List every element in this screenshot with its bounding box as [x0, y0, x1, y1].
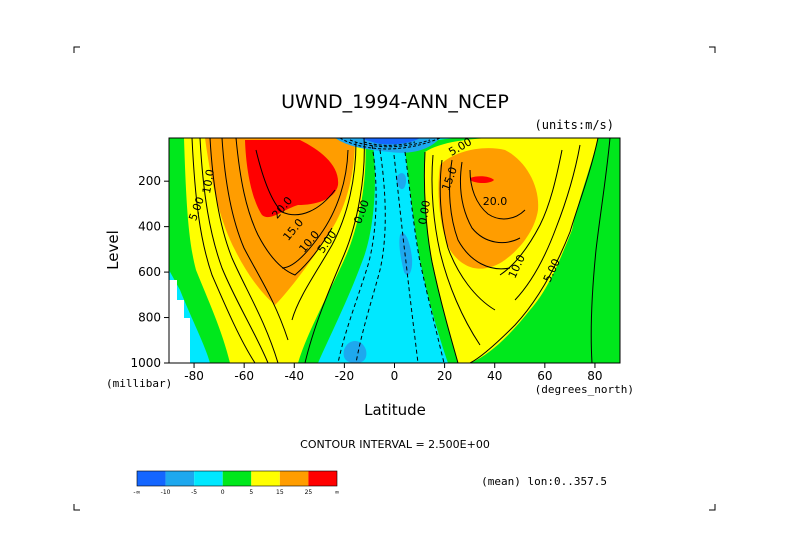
contour-interval: CONTOUR INTERVAL = 2.500E+00	[300, 438, 490, 451]
colorbar-tick-label: ∞	[335, 489, 340, 496]
x-tick-label: 80	[587, 369, 602, 383]
x-tick-label: -20	[335, 369, 355, 383]
y-tick-label: 200	[138, 174, 161, 188]
colorbar: -∞ -10 -5 0 5 15 25 ∞	[133, 470, 340, 496]
y-tick-label: 600	[138, 265, 161, 279]
x-tick-label: -80	[184, 369, 204, 383]
colorbar-swatch	[194, 471, 223, 486]
contour-label: 10.0	[200, 168, 217, 194]
colorbar-swatch	[165, 471, 195, 486]
contour-plot	[169, 138, 620, 363]
y-tick-label: 800	[138, 311, 161, 325]
band-max-region-sh	[245, 140, 339, 218]
x-axis-units: (degrees_north)	[535, 383, 634, 396]
colorbar-tick-label: 5	[249, 489, 253, 496]
contour-lines	[191, 138, 611, 363]
colorbar-frame	[136, 470, 338, 487]
x-axis-title: Latitude	[364, 401, 426, 419]
colorbar-tick-label: -∞	[133, 489, 140, 496]
colorbar-swatch	[279, 471, 309, 486]
colorbar-swatch	[222, 471, 252, 486]
corner-marks	[73, 46, 716, 511]
x-axis: -80 -60 -40 -20 0 20 40 60 80	[184, 363, 603, 383]
x-tick-label: -60	[234, 369, 254, 383]
y-axis-title: Level	[104, 230, 122, 270]
x-tick-label: 0	[391, 369, 399, 383]
band-25-region-nh	[438, 148, 539, 269]
chart-title: UWND_1994-ANN_NCEP	[281, 91, 509, 113]
colorbar-swatch	[137, 471, 166, 486]
y-tick-label: 400	[138, 220, 161, 234]
x-tick-label: 20	[437, 369, 452, 383]
colorbar-tick-label: 15	[276, 489, 284, 496]
contour-label: 20.0	[483, 195, 508, 208]
band-neg-blob2	[399, 232, 413, 276]
band-max-region-nh	[470, 176, 494, 183]
colorbar-swatch	[308, 471, 337, 486]
x-tick-label: 60	[537, 369, 552, 383]
colorbar-tick-label: 0	[221, 489, 225, 496]
contour-label: 0.00	[416, 199, 433, 225]
colorbar-tick-label: -10	[161, 489, 171, 496]
colorbar-tick-label: -5	[191, 489, 197, 496]
mean-label: (mean) lon:0..357.5	[481, 475, 607, 488]
band-neg-top	[335, 138, 440, 153]
y-axis-units: (millibar)	[106, 377, 172, 390]
y-axis: 200 400 600 800 1000	[130, 174, 169, 370]
units-label: (units:m/s)	[535, 118, 614, 132]
y-tick-label: 1000	[130, 356, 161, 370]
band-neg-blob3	[343, 341, 367, 363]
x-tick-label: 40	[487, 369, 502, 383]
colorbar-swatch	[251, 471, 280, 486]
missing-data-notch	[169, 280, 190, 363]
band-neg-blob1	[396, 173, 407, 190]
colorbar-tick-label: 25	[305, 489, 313, 496]
band-neg10-top	[360, 138, 420, 145]
x-tick-label: -40	[284, 369, 304, 383]
